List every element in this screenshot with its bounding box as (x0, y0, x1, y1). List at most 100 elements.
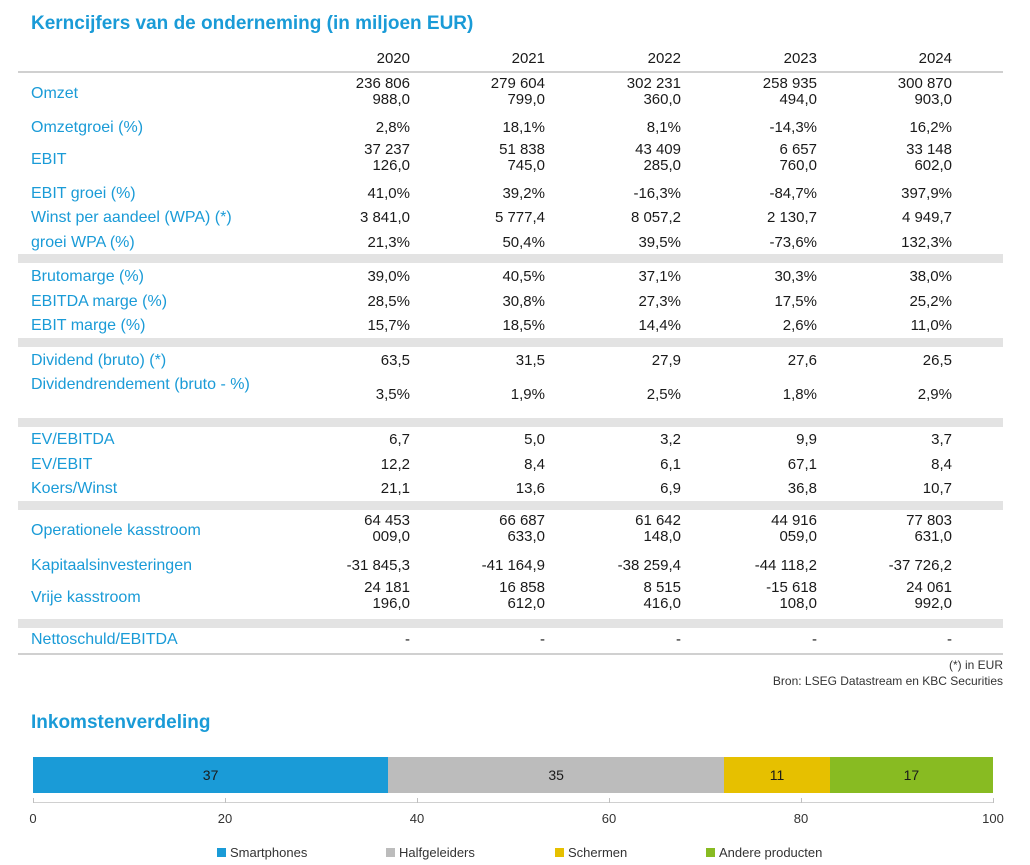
x-tick-label: 60 (601, 811, 617, 826)
row-label: Brutomarge (%) (31, 268, 144, 285)
table-cell: 28,5% (367, 293, 410, 310)
cell-line: 126,0 (372, 157, 410, 174)
table-cell: 27,3% (638, 293, 681, 310)
cell-line: 009,0 (372, 528, 410, 545)
legend-item: Halfgeleiders (386, 845, 475, 860)
table-cell: - (540, 631, 545, 648)
table-cell: -14,3% (769, 119, 817, 136)
table-cell: -84,7% (769, 185, 817, 202)
table-cell: 43 409 285,0 (531, 142, 681, 174)
table-cell: 50,4% (502, 234, 545, 251)
table-cell: 17,5% (774, 293, 817, 310)
data-label: 35 (548, 767, 564, 783)
table-cell: 8,1% (646, 119, 681, 136)
table-cell: 15,7% (367, 317, 410, 334)
source-note: Bron: LSEG Datastream en KBC Securities (772, 674, 1003, 688)
cell-line: 148,0 (643, 528, 681, 545)
table-cell: - (947, 631, 952, 648)
cell-line: 612,0 (507, 595, 545, 612)
data-label: 11 (769, 767, 785, 783)
bar-segment-schermen: 11 (724, 757, 830, 793)
x-tick-label: 0 (29, 811, 37, 826)
table-cell: 8,4 (931, 456, 952, 473)
legend-item: Smartphones (217, 845, 307, 860)
section-divider (18, 501, 1003, 510)
table-cell: 2,5% (646, 386, 681, 403)
row-label: EBIT (31, 151, 67, 168)
table-cell: 5 777,4 (494, 209, 545, 226)
table-cell: 2,8% (375, 119, 410, 136)
cell-line: 33 148 (906, 141, 952, 158)
legend-swatch (386, 848, 395, 857)
table-cell: 2,6% (782, 317, 817, 334)
x-tick-label: 40 (409, 811, 425, 826)
table-cell: 16 858 612,0 (395, 580, 545, 612)
table-cell: 300 870 903,0 (802, 76, 952, 108)
table-cell: 279 604 799,0 (395, 76, 545, 108)
table-cell: - (405, 631, 410, 648)
legend-swatch (217, 848, 226, 857)
table-cell: 21,3% (367, 234, 410, 251)
table-cell: 6 657 760,0 (667, 142, 817, 174)
table-cell: 397,9% (901, 185, 952, 202)
table-cell: 25,2% (909, 293, 952, 310)
cell-line: 24 181 (364, 579, 410, 596)
x-tick (33, 798, 34, 803)
cell-line: 300 870 (897, 75, 952, 92)
table-cell: -37 726,2 (888, 557, 952, 574)
table-cell: 3 841,0 (359, 209, 410, 226)
table-cell: 33 148 602,0 (802, 142, 952, 174)
table-cell: 67,1 (787, 456, 817, 473)
cell-line: 360,0 (643, 91, 681, 108)
x-tick (801, 798, 802, 803)
row-label: EV/EBIT (31, 456, 93, 473)
x-tick (417, 798, 418, 803)
table-cell: 51 838 745,0 (395, 142, 545, 174)
table-cell: 66 687 633,0 (395, 513, 545, 545)
x-tick-label: 100 (982, 811, 1004, 826)
year-header: 2021 (511, 50, 545, 67)
table-cell: 77 803 631,0 (802, 513, 952, 545)
row-label: EBIT marge (%) (31, 317, 146, 334)
cell-line: 279 604 (490, 75, 545, 92)
table-cell: 27,9 (651, 352, 681, 369)
legend-swatch (555, 848, 564, 857)
table-cell: 24 181 196,0 (260, 580, 410, 612)
table-cell: 44 916 059,0 (667, 513, 817, 545)
table-cell: 11,0% (910, 317, 952, 334)
cell-line: 302 231 (626, 75, 681, 92)
table-cell: 24 061 992,0 (802, 580, 952, 612)
cell-line: 61 642 (635, 512, 681, 529)
section-divider (18, 418, 1003, 427)
table-cell: 39,0% (367, 268, 410, 285)
section-divider (18, 338, 1003, 347)
page-title: Kerncijfers van de onderneming (in miljo… (31, 13, 474, 34)
table-top-divider (18, 71, 1003, 73)
table-cell: 18,1% (502, 119, 545, 136)
cell-line: 16 858 (499, 579, 545, 596)
legend-item: Schermen (555, 845, 627, 860)
cell-line: 631,0 (914, 528, 952, 545)
table-cell: 236 806 988,0 (260, 76, 410, 108)
table-cell: 5,0 (524, 431, 545, 448)
table-cell: 2,9% (917, 386, 952, 403)
table-cell: 4 949,7 (901, 209, 952, 226)
legend-label: Andere producten (719, 845, 823, 860)
bar-segment-halfgeleiders: 35 (388, 757, 725, 793)
cell-line: 602,0 (914, 157, 952, 174)
table-cell: 64 453 009,0 (260, 513, 410, 545)
table-cell: 1,9% (510, 386, 545, 403)
cell-line: 760,0 (779, 157, 817, 174)
row-label: Operationele kasstroom (31, 522, 201, 539)
table-cell: 1,8% (782, 386, 817, 403)
table-cell: -15 618 108,0 (667, 580, 817, 612)
table-cell: 18,5% (502, 317, 545, 334)
data-label: 37 (202, 767, 219, 783)
row-label: Koers/Winst (31, 480, 118, 497)
bar-segment-andere-producten: 17 (829, 757, 993, 793)
row-label: Dividend (bruto) (*) (31, 352, 167, 369)
table-cell: 258 935 494,0 (667, 76, 817, 108)
table-cell: 12,2 (380, 456, 410, 473)
table-cell: 31,5 (515, 352, 545, 369)
cell-line: 24 061 (906, 579, 952, 596)
